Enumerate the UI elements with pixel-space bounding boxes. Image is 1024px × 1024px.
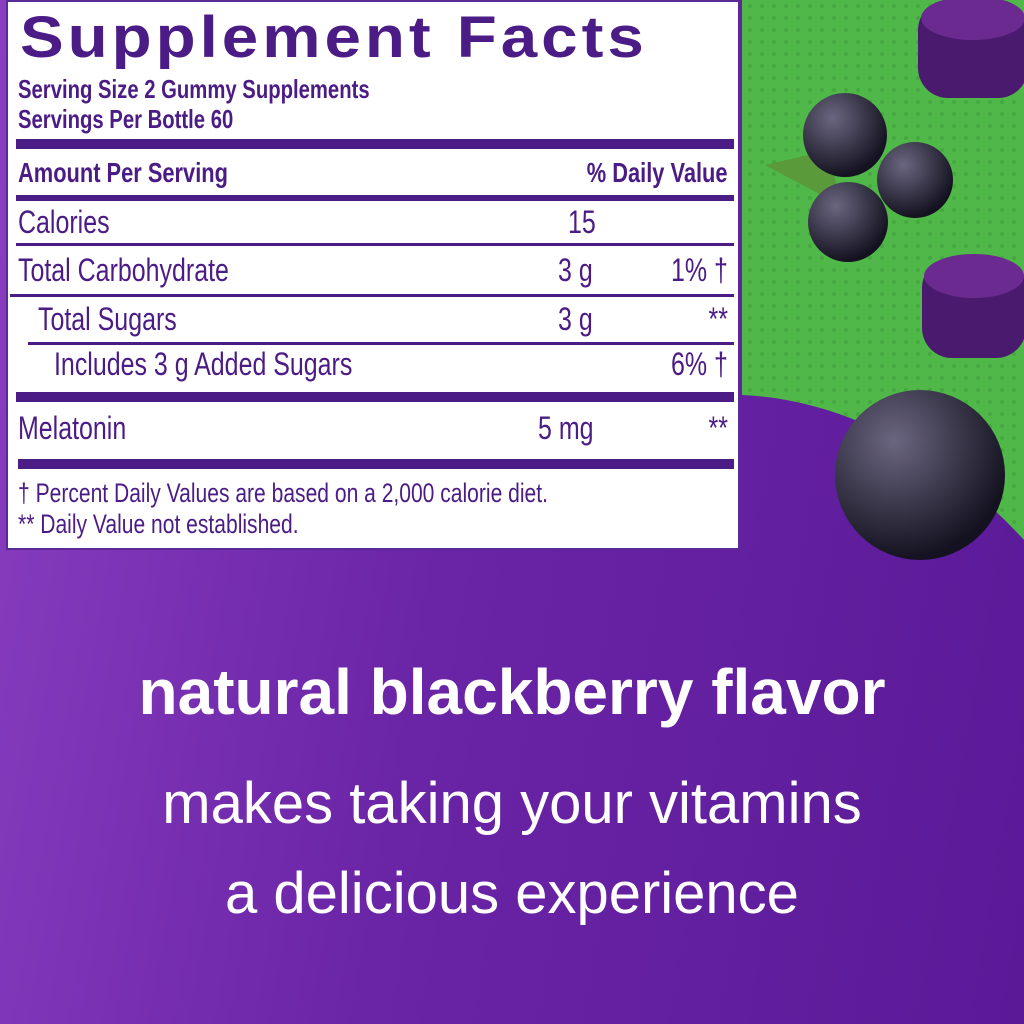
row-name: Calories [18,204,110,240]
divider [16,243,734,246]
row-amount: 3 g [558,252,593,288]
blackberries-cluster [803,93,953,262]
row-name: Total Sugars [38,301,177,337]
row-amount: 5 mg [538,410,594,446]
divider [18,459,734,469]
divider [16,139,734,149]
tagline-line-2: a delicious experience [225,861,799,926]
gummy-middle [922,254,1024,358]
divider [28,342,734,345]
header-amount: Amount Per Serving [18,157,228,188]
row-dv: 1% † [671,252,728,288]
row-name: Total Carbohydrate [18,252,229,288]
blackberry-large [835,390,1005,560]
header-daily-value: % Daily Value [587,157,728,188]
tagline-headline: natural blackberry flavor [138,656,886,728]
divider [10,294,734,297]
supplement-facts-panel: Supplement Facts Serving Size 2 Gummy Su… [6,0,740,550]
tagline-line-1: makes taking your vitamins [162,771,862,836]
row-amount: 3 g [558,301,593,337]
gummy-top [918,0,1024,98]
row-dv: 6% † [671,346,728,382]
row-amount: 15 [568,204,596,240]
footnote-not-established: ** Daily Value not established. [18,509,299,539]
divider [16,195,734,201]
divider [16,392,734,402]
row-name: Includes 3 g Added Sugars [54,346,353,382]
serving-size: Serving Size 2 Gummy Supplements [18,74,370,104]
row-dv: ** [708,301,728,337]
servings-per-bottle: Servings Per Bottle 60 [18,104,234,134]
footnote-percent: † Percent Daily Values are based on a 2,… [18,478,548,508]
row-name: Melatonin [18,410,127,446]
label-title: Supplement Facts [20,5,648,70]
row-dv: ** [708,410,728,446]
